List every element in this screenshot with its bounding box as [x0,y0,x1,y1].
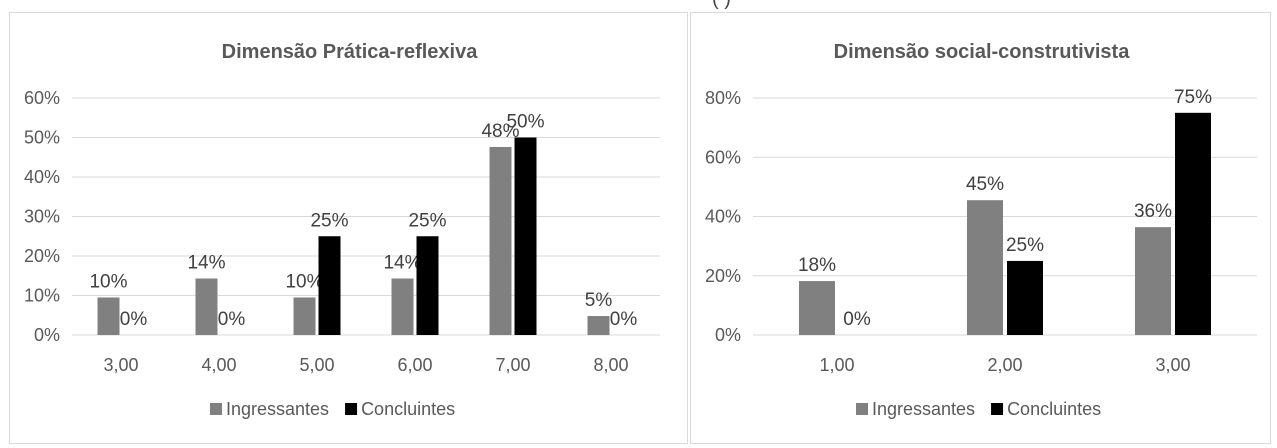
bar-ingressantes [587,316,610,335]
legend-label-ingressantes: Ingressantes [872,399,975,419]
y-tick-label: 20% [24,246,60,266]
legend-swatch-ingressantes [210,403,222,415]
legend-swatch-concluintes [345,403,358,415]
data-label: 75% [1174,87,1212,108]
bar-ingressantes [97,297,120,335]
data-label: 50% [506,112,544,133]
data-label: 10% [285,271,323,292]
x-tick-label: 2,00 [987,355,1022,375]
y-tick-label: 0% [34,325,60,345]
bar-ingressantes [489,146,512,335]
data-label: 45% [966,174,1004,195]
legend-swatch-ingressantes [856,403,868,415]
x-tick-label: 5,00 [299,355,334,375]
legend-label-concluintes: Concluintes [1007,399,1101,419]
y-tick-label: 60% [705,147,741,167]
chart-panel-pratica-reflexiva: Dimensão Prática-reflexiva 0% 10% 20% 30% 40%… [9,12,688,444]
y-tick-label: 60% [24,88,60,108]
data-label: 0% [120,309,148,330]
bar-ingressantes [799,281,835,335]
y-tick-label: 80% [705,88,741,108]
data-label: 0% [610,309,638,330]
bar-ingressantes [967,200,1003,335]
y-tick-label: 40% [705,207,741,227]
x-tick-label: 3,00 [1155,355,1190,375]
chart-title: Dimensão social-construtivista [834,41,1131,63]
y-tick-label: 20% [705,266,741,286]
data-label: 25% [408,210,446,231]
data-label: 48% [481,121,519,142]
chart-title: Dimensão Prática-reflexiva [222,41,479,63]
x-tick-label: 6,00 [397,355,432,375]
data-label: 10% [89,271,127,292]
y-tick-label: 40% [24,167,60,187]
bar-concluintes [1175,112,1211,335]
legend-swatch-concluintes [991,403,1004,415]
legend-label-ingressantes: Ingressantes [226,399,329,419]
bar-ingressantes [391,278,414,335]
data-label: 36% [1134,201,1172,222]
data-label: 18% [798,255,836,276]
data-label: 0% [843,309,871,330]
x-tick-label: 1,00 [819,355,854,375]
bar-concluintes [1007,260,1043,335]
data-label: 25% [310,210,348,231]
chart-panel-social-construtivista: Dimensão social-construtivista 0% 20% 40% 60… [690,12,1271,444]
chart-social-construtivista-svg: Dimensão social-construtivista 0% 20% 40% 60… [705,41,1257,419]
x-tick-label: 4,00 [201,355,236,375]
bar-concluintes [514,137,537,335]
legend-label-concluintes: Concluintes [361,399,455,419]
bar-concluintes [416,236,439,335]
bar-ingressantes [293,297,316,335]
y-tick-label: 10% [24,286,60,306]
data-label: 25% [1006,235,1044,256]
data-label: 14% [383,253,421,274]
y-tick-label: 0% [715,325,741,345]
data-label: 14% [187,253,225,274]
x-tick-label: 3,00 [103,355,138,375]
x-tick-label: 8,00 [593,355,628,375]
bar-ingressantes [195,278,218,335]
chart-pratica-reflexiva-svg: Dimensão Prática-reflexiva 0% 10% 20% 30% 40%… [24,41,660,419]
bar-ingressantes [1135,227,1171,335]
data-label: 5% [585,290,613,311]
y-tick-label: 50% [24,128,60,148]
x-tick-label: 7,00 [495,355,530,375]
top-fragment-text: ( ) [712,0,731,10]
bar-concluintes [318,236,341,335]
y-tick-label: 30% [24,207,60,227]
top-cut-off-text: ( ) [0,0,1277,10]
data-label: 0% [218,309,246,330]
